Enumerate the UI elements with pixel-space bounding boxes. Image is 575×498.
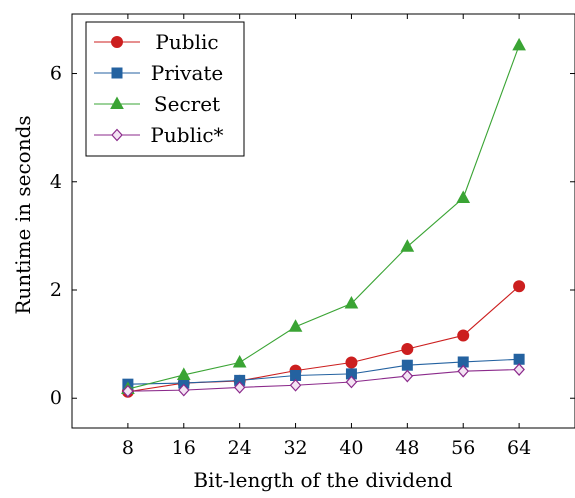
data-point [344,295,359,309]
series-line [127,358,520,385]
legend-entry: Private [94,61,223,85]
legend-label: Public* [150,123,223,147]
data-point [177,383,190,397]
series-public- [122,363,525,398]
x-tick-label: 32 [283,437,307,459]
x-tick-label: 64 [507,437,531,459]
legend-label: Public [155,30,218,54]
legend-marker [111,128,123,142]
data-point [513,363,525,376]
data-point [513,280,526,293]
data-point [457,364,470,378]
y-tick-label: 6 [50,63,62,85]
legend-entry: Secret [94,92,220,116]
y-axis-label: Runtime in seconds [11,115,35,314]
legend-marker [111,67,123,79]
axis-frame [71,13,575,429]
data-point [289,378,302,392]
legend-entry: Public [94,30,219,54]
data-point [345,375,358,389]
x-tick-label: 24 [228,437,252,459]
y-tick-label: 0 [50,387,62,409]
series-line [127,369,520,392]
x-tick-label: 40 [339,437,363,459]
data-point [457,329,470,342]
data-point [122,384,134,398]
x-tick-label: 16 [172,437,196,459]
data-point [400,239,415,252]
data-point [401,369,414,383]
x-axis-label: Bit-length of the dividend [193,468,452,492]
series-line [127,45,520,390]
legend-label: Secret [154,92,220,116]
legend-marker [111,36,123,48]
data-point [176,367,191,380]
y-tick-label: 2 [50,279,62,301]
data-point [456,190,471,203]
legend-label: Private [151,61,224,85]
legend: Public Private Secret Public* [85,21,245,157]
data-point [512,37,526,51]
x-tick-label: 8 [122,437,134,459]
data-point [232,354,247,368]
plot-area [121,37,526,398]
y-tick-label: 4 [50,171,62,193]
x-tick-label: 56 [451,437,475,459]
data-point [288,319,303,332]
data-point [233,381,246,394]
data-point [401,359,413,371]
legend-entry: Public* [94,123,224,147]
x-tick-label: 48 [395,437,419,459]
data-point [345,356,358,369]
data-point [513,353,525,365]
legend-marker [110,96,124,109]
data-point [401,342,414,355]
